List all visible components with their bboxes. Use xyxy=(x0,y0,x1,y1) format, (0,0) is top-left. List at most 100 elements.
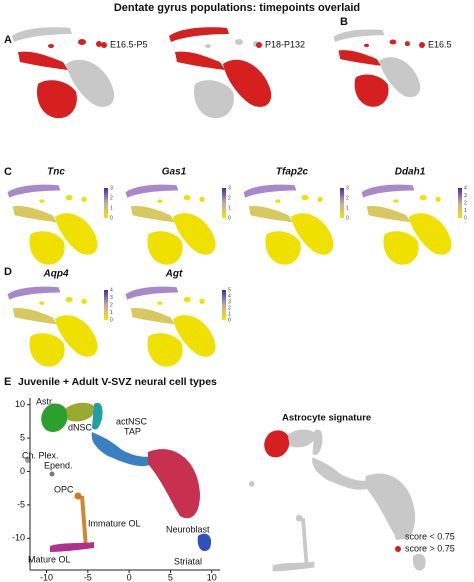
colorbar xyxy=(222,290,226,320)
colorbar-tick: 0 xyxy=(228,215,231,221)
colorbar-tick: 3 xyxy=(346,185,349,191)
legend-label: E16.5-P5 xyxy=(110,39,148,49)
cluster-label: Neuroblast xyxy=(166,524,210,534)
colorbar-tick: 3 xyxy=(110,295,113,301)
cluster-label: actNSC xyxy=(116,416,148,426)
umap-part xyxy=(12,308,57,325)
colorbar-tick: 4 xyxy=(110,287,113,293)
signature-umap xyxy=(248,429,426,572)
figure-title: Dentate gyrus populations: timepoints ov… xyxy=(114,2,360,14)
cluster-label: Ch. Plex. xyxy=(22,450,59,460)
gene-umap xyxy=(125,184,216,265)
umap-part xyxy=(248,206,293,223)
legend-label: score > 0.75 xyxy=(405,543,455,553)
umap-part xyxy=(147,333,183,367)
gene-umap xyxy=(243,184,334,265)
umap-part xyxy=(125,286,179,300)
gene-umap xyxy=(125,286,216,367)
umap-part xyxy=(39,194,87,203)
umap-part xyxy=(12,206,57,223)
x-tick-label: 10 xyxy=(207,572,217,582)
legend-dot xyxy=(256,42,262,48)
gene-umap xyxy=(361,184,452,265)
umap-b xyxy=(333,29,421,107)
cluster-label: Immature OL xyxy=(88,518,141,528)
y-tick-label: 5 xyxy=(20,432,25,442)
umap-part xyxy=(361,184,415,198)
panel-letter: A xyxy=(4,34,12,46)
cluster-label: dNSC xyxy=(68,422,93,432)
umap-part xyxy=(383,231,419,265)
colorbar-tick: 2 xyxy=(110,195,113,201)
gene-name: Agt xyxy=(165,269,183,280)
panel-letter: E xyxy=(4,376,11,388)
umap-part xyxy=(366,206,411,223)
gene-name: Gas1 xyxy=(162,167,187,178)
umap-part xyxy=(243,184,297,198)
gene-name: Tfap2c xyxy=(276,167,309,178)
gene-name: Ddah1 xyxy=(395,167,426,178)
legend-label: E16.5 xyxy=(428,39,452,49)
colorbar-tick: 1 xyxy=(464,208,467,214)
x-tick-label: 5 xyxy=(168,572,173,582)
cluster-label: Epend. xyxy=(44,460,73,470)
cluster-label: Striatal xyxy=(174,556,202,566)
umap-part xyxy=(125,184,179,198)
y-tick-label: -10 xyxy=(12,533,25,543)
umap-part xyxy=(275,194,323,203)
colorbar-tick: 1 xyxy=(228,205,231,211)
colorbar-tick: 2 xyxy=(110,302,113,308)
x-tick-label: -10 xyxy=(40,572,53,582)
umap-part xyxy=(393,194,441,203)
umap-part xyxy=(7,184,61,198)
x-tick-label: -5 xyxy=(84,572,92,582)
colorbar-tick: 1 xyxy=(346,205,349,211)
colorbar-tick: 3 xyxy=(228,299,231,305)
colorbar-tick: 0 xyxy=(228,317,231,323)
colorbar xyxy=(104,188,108,218)
panel-letter: B xyxy=(340,16,348,28)
umap-part xyxy=(29,231,65,265)
colorbar-tick: 0 xyxy=(346,215,349,221)
umap-part xyxy=(7,286,61,300)
colorbar-tick: 2 xyxy=(228,305,231,311)
legend-label: score < 0.75 xyxy=(405,531,455,541)
legend-label: P18-P132 xyxy=(265,39,305,49)
colorbar-tick: 0 xyxy=(110,215,113,221)
colorbar-tick: 2 xyxy=(346,195,349,201)
gene-name: Tnc xyxy=(47,167,65,178)
umap-a2 xyxy=(169,27,272,119)
x-tick-label: 0 xyxy=(127,572,132,582)
panel-letter: D xyxy=(4,266,12,278)
cluster-labels: Astr. dNSC actNSC TAP Ch. Plex. Epend. O… xyxy=(22,396,210,566)
colorbar xyxy=(458,188,462,218)
colorbar-tick: 2 xyxy=(228,195,231,201)
y-tick-label: 0 xyxy=(20,466,25,476)
umap-part xyxy=(157,194,205,203)
cluster-label: Mature OL xyxy=(28,554,71,564)
gene-name: Aqp4 xyxy=(43,269,69,280)
cluster-label: OPC xyxy=(54,484,74,494)
umap-part xyxy=(130,206,175,223)
gene-panels: Tnc3210Gas13210Tfap2c3210Ddah143210Aqp44… xyxy=(7,167,467,367)
umap-part xyxy=(147,231,183,265)
gene-umap xyxy=(7,286,98,367)
colorbar-tick: 4 xyxy=(464,185,467,191)
colorbar-tick: 0 xyxy=(110,317,113,323)
umap-part xyxy=(265,231,301,265)
legend-dot xyxy=(395,534,401,540)
cluster-label: Astr. xyxy=(36,396,54,406)
signature-title: Astrocyte signature xyxy=(282,413,371,424)
umap-part xyxy=(29,333,65,367)
umap-a1 xyxy=(12,27,115,119)
panel-letter: C xyxy=(4,166,12,178)
panel-title: Juvenile + Adult V-SVZ neural cell types xyxy=(18,376,217,388)
cluster-label: TAP xyxy=(124,426,141,436)
colorbar-tick: 3 xyxy=(464,193,467,199)
legend-dot xyxy=(101,42,107,48)
colorbar-tick: 3 xyxy=(228,185,231,191)
gene-umap xyxy=(7,184,98,265)
colorbar-tick: 1 xyxy=(228,311,231,317)
umap-part xyxy=(157,296,205,305)
colorbar-tick: 5 xyxy=(228,287,231,293)
